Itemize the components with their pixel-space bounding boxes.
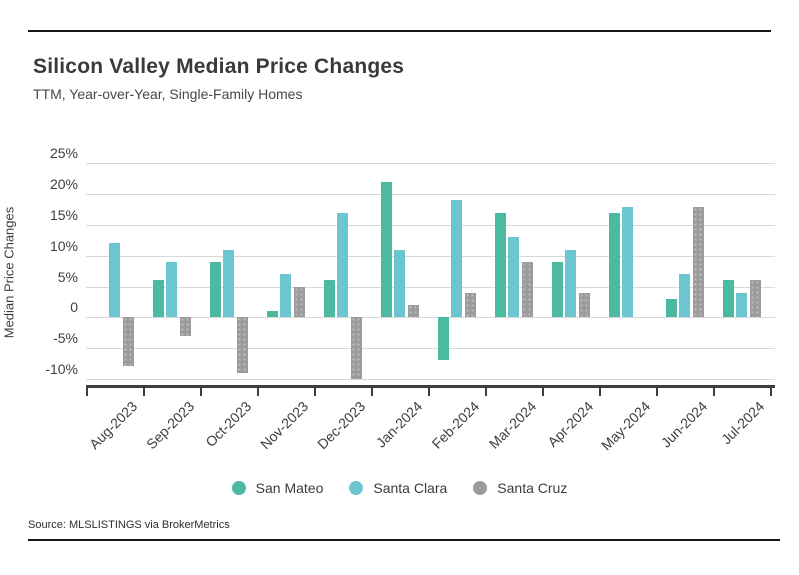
bar-santa-cruz-dec-2023 bbox=[350, 317, 362, 379]
bar-san-mateo-mar-2024 bbox=[494, 212, 506, 318]
x-tick-label: Aug-2023 bbox=[85, 398, 140, 453]
gridline bbox=[86, 317, 775, 319]
y-tick-label: -5% bbox=[53, 330, 78, 347]
x-axis-line bbox=[86, 385, 775, 388]
chart-title: Silicon Valley Median Price Changes bbox=[33, 55, 405, 78]
source-attribution: Source: MLSLISTINGS via BrokerMetrics bbox=[28, 519, 230, 531]
bar-santa-clara-dec-2023 bbox=[337, 212, 348, 318]
chart-subtitle: TTM, Year-over-Year, Single-Family Homes bbox=[33, 86, 303, 102]
legend-swatch-icon bbox=[231, 481, 246, 495]
x-axis-tick bbox=[599, 388, 601, 396]
y-tick-label: -10% bbox=[45, 360, 78, 377]
bar-santa-cruz-jun-2024 bbox=[692, 206, 704, 318]
chart-legend: San Mateo Santa Clara Santa Cruz bbox=[0, 480, 799, 496]
x-axis-tick bbox=[542, 388, 544, 396]
gridline bbox=[86, 348, 775, 350]
bar-santa-clara-sep-2023 bbox=[166, 261, 177, 318]
bar-santa-cruz-sep-2023 bbox=[179, 317, 191, 336]
bar-santa-clara-jul-2024 bbox=[736, 292, 747, 318]
x-tick-label: Dec-2023 bbox=[313, 398, 368, 453]
bar-santa-cruz-jan-2024 bbox=[407, 305, 419, 318]
legend-label: Santa Clara bbox=[373, 480, 448, 496]
bar-san-mateo-dec-2023 bbox=[323, 280, 335, 318]
bar-santa-clara-nov-2023 bbox=[280, 274, 291, 318]
x-axis-tick bbox=[485, 388, 487, 396]
x-axis-tick bbox=[257, 388, 259, 396]
top-divider bbox=[28, 30, 771, 32]
bar-santa-clara-oct-2023 bbox=[223, 249, 234, 318]
bar-santa-clara-jun-2024 bbox=[679, 274, 690, 318]
bar-san-mateo-jun-2024 bbox=[665, 298, 677, 318]
bar-san-mateo-sep-2023 bbox=[152, 280, 164, 318]
bar-san-mateo-apr-2024 bbox=[551, 261, 563, 318]
x-tick-label: Jun-2024 bbox=[657, 398, 710, 451]
x-axis-tick bbox=[86, 388, 88, 396]
gridline bbox=[86, 378, 775, 380]
x-axis-tick bbox=[713, 388, 715, 396]
bar-santa-cruz-apr-2024 bbox=[578, 292, 590, 318]
legend-item-santa-cruz: Santa Cruz bbox=[473, 480, 567, 496]
x-tick-label: Jan-2024 bbox=[372, 398, 425, 451]
legend-label: Santa Cruz bbox=[497, 480, 568, 496]
gridline bbox=[86, 224, 775, 226]
bar-san-mateo-oct-2023 bbox=[209, 261, 221, 318]
bar-santa-clara-aug-2023 bbox=[109, 243, 120, 318]
y-tick-label: 10% bbox=[49, 237, 78, 254]
bar-santa-clara-mar-2024 bbox=[508, 237, 519, 318]
x-tick-label: Nov-2023 bbox=[256, 398, 311, 453]
x-axis-tick bbox=[770, 388, 772, 396]
gridline bbox=[86, 194, 775, 196]
x-tick-label: Jul-2024 bbox=[717, 398, 767, 448]
y-tick-label: 25% bbox=[49, 145, 78, 162]
y-tick-label: 15% bbox=[49, 206, 78, 223]
x-axis-tick bbox=[371, 388, 373, 396]
x-tick-label: Apr-2024 bbox=[543, 398, 596, 451]
bar-san-mateo-jan-2024 bbox=[380, 181, 392, 318]
bar-san-mateo-feb-2024 bbox=[437, 317, 449, 361]
y-tick-label: 20% bbox=[49, 176, 78, 193]
x-axis-tick bbox=[314, 388, 316, 396]
bar-san-mateo-jul-2024 bbox=[722, 280, 734, 318]
gridline bbox=[86, 286, 775, 288]
bar-santa-cruz-feb-2024 bbox=[464, 292, 476, 318]
legend-item-san-mateo: San Mateo bbox=[231, 480, 324, 496]
bar-san-mateo-may-2024 bbox=[608, 212, 620, 318]
bar-santa-cruz-aug-2023 bbox=[122, 317, 134, 367]
x-tick-label: May-2024 bbox=[597, 398, 653, 454]
bottom-divider bbox=[28, 539, 780, 541]
bar-santa-clara-may-2024 bbox=[622, 206, 633, 318]
bar-santa-cruz-mar-2024 bbox=[521, 261, 533, 318]
legend-item-santa-clara: Santa Clara bbox=[349, 480, 447, 496]
x-tick-label: Sep-2023 bbox=[142, 398, 197, 453]
x-axis-tick bbox=[200, 388, 202, 396]
y-tick-label: 0 bbox=[70, 299, 78, 316]
bar-santa-cruz-oct-2023 bbox=[236, 317, 248, 373]
x-axis-tick bbox=[656, 388, 658, 396]
bar-santa-clara-jan-2024 bbox=[394, 249, 405, 318]
x-axis-tick bbox=[428, 388, 430, 396]
bar-santa-clara-apr-2024 bbox=[565, 249, 576, 318]
bar-santa-cruz-nov-2023 bbox=[293, 286, 305, 318]
y-tick-label: 5% bbox=[57, 268, 78, 285]
x-tick-label: Feb-2024 bbox=[428, 398, 482, 452]
x-axis-tick bbox=[143, 388, 145, 396]
bar-santa-cruz-jul-2024 bbox=[749, 280, 761, 318]
bar-santa-clara-feb-2024 bbox=[451, 200, 462, 318]
bar-san-mateo-nov-2023 bbox=[266, 311, 278, 318]
gridline bbox=[86, 255, 775, 257]
legend-swatch-icon bbox=[349, 481, 364, 495]
x-tick-label: Oct-2023 bbox=[201, 398, 254, 451]
legend-label: San Mateo bbox=[255, 480, 324, 496]
gridline bbox=[86, 163, 775, 165]
x-tick-label: Mar-2024 bbox=[485, 398, 539, 452]
legend-swatch-icon bbox=[473, 481, 488, 495]
